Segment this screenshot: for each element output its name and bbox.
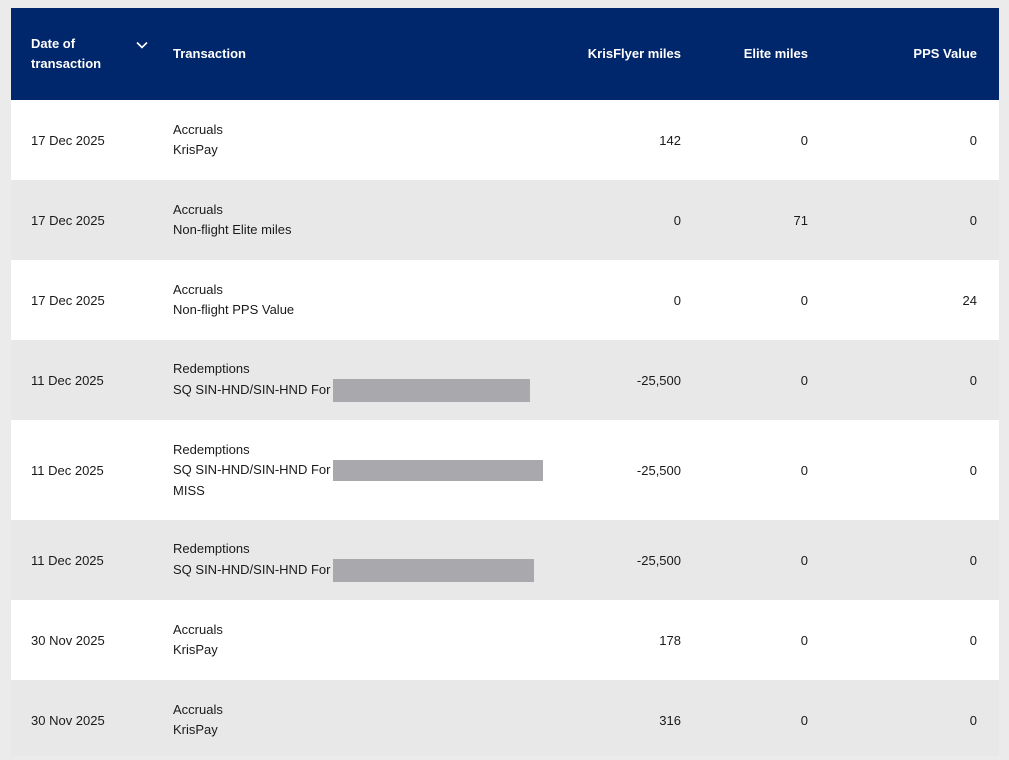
- table-row: 11 Dec 2025 Redemptions SQ SIN-HND/SIN-H…: [11, 340, 999, 420]
- row-pps-value: 0: [969, 552, 977, 568]
- row-elite-miles: 0: [800, 712, 808, 728]
- row-krisflyer-miles: 142: [659, 132, 681, 148]
- table-header: Date of transaction Transaction KrisFlye…: [11, 8, 999, 100]
- row-elite-miles: 0: [800, 462, 808, 478]
- table-row: 17 Dec 2025 Accruals KrisPay 142 0 0: [11, 100, 999, 180]
- row-pps-value: 0: [969, 132, 977, 148]
- row-date: 30 Nov 2025: [31, 632, 105, 648]
- redacted-name-block: [333, 378, 531, 402]
- header-transaction: Transaction: [173, 46, 246, 61]
- row-detail-line: SQ SIN-HND/SIN-HND For: [173, 459, 544, 481]
- row-krisflyer-miles: -25,500: [636, 552, 681, 568]
- row-date: 17 Dec 2025: [31, 212, 105, 228]
- row-pps-value: 0: [969, 212, 977, 228]
- row-transaction: Accruals Non-flight PPS Value: [173, 260, 294, 340]
- redacted-name-block: [333, 558, 535, 582]
- row-elite-miles: 0: [800, 632, 808, 648]
- row-date: 30 Nov 2025: [31, 712, 105, 728]
- row-krisflyer-miles: 178: [659, 632, 681, 648]
- row-type: Accruals: [173, 622, 223, 637]
- row-transaction: Accruals KrisPay: [173, 100, 223, 180]
- table-row: 30 Nov 2025 Accruals KrisPay 316 0 0: [11, 680, 999, 756]
- row-transaction: Accruals KrisPay: [173, 600, 223, 680]
- row-detail: KrisPay: [173, 142, 218, 157]
- row-elite-miles: 0: [800, 132, 808, 148]
- row-krisflyer-miles: -25,500: [636, 462, 681, 478]
- header-date[interactable]: Date of transaction: [31, 8, 121, 100]
- row-detail: KrisPay: [173, 642, 218, 657]
- table-row: 11 Dec 2025 Redemptions SQ SIN-HND/SIN-H…: [11, 420, 999, 520]
- row-detail-line: SQ SIN-HND/SIN-HND For: [173, 378, 531, 402]
- row-elite-miles: 0: [800, 292, 808, 308]
- row-krisflyer-miles: 316: [659, 712, 681, 728]
- chevron-down-icon[interactable]: [135, 38, 149, 52]
- redacted-name-block: [333, 459, 544, 481]
- row-elite-miles: 0: [800, 552, 808, 568]
- row-transaction: Accruals Non-flight Elite miles: [173, 180, 292, 260]
- row-detail-2: MISS: [173, 482, 205, 498]
- row-pps-value: 24: [962, 292, 977, 308]
- row-transaction: Redemptions SQ SIN-HND/SIN-HND For: [173, 520, 535, 600]
- header-pps-value: PPS Value: [913, 46, 977, 61]
- row-detail: KrisPay: [173, 722, 218, 737]
- row-type: Redemptions: [173, 540, 250, 556]
- row-elite-miles: 71: [793, 212, 808, 228]
- table-row: 11 Dec 2025 Redemptions SQ SIN-HND/SIN-H…: [11, 520, 999, 600]
- row-detail: Non-flight Elite miles: [173, 222, 292, 237]
- row-detail: Non-flight PPS Value: [173, 302, 295, 317]
- row-date: 11 Dec 2025: [31, 462, 104, 478]
- row-date: 11 Dec 2025: [31, 372, 104, 388]
- row-krisflyer-miles: 0: [673, 212, 681, 228]
- row-pps-value: 0: [969, 372, 977, 388]
- row-elite-miles: 0: [800, 372, 808, 388]
- row-pps-value: 0: [969, 632, 977, 648]
- header-elite-miles: Elite miles: [743, 46, 808, 61]
- row-type: Accruals: [173, 702, 223, 717]
- row-pps-value: 0: [969, 462, 977, 478]
- row-krisflyer-miles: 0: [673, 292, 681, 308]
- transactions-table: Date of transaction Transaction KrisFlye…: [11, 8, 999, 756]
- row-transaction: Redemptions SQ SIN-HND/SIN-HND For: [173, 340, 531, 420]
- row-date: 11 Dec 2025: [31, 552, 104, 568]
- row-transaction: Redemptions SQ SIN-HND/SIN-HND For MISS: [173, 420, 544, 520]
- table-row: 17 Dec 2025 Accruals Non-flight Elite mi…: [11, 180, 999, 260]
- row-type: Redemptions: [173, 441, 250, 457]
- header-date-line2: transaction: [31, 56, 102, 71]
- row-detail: SQ SIN-HND/SIN-HND For: [173, 562, 331, 577]
- row-type: Accruals: [173, 282, 223, 297]
- row-detail: SQ SIN-HND/SIN-HND For: [173, 382, 331, 397]
- table-row: 17 Dec 2025 Accruals Non-flight PPS Valu…: [11, 260, 999, 340]
- row-transaction: Accruals KrisPay: [173, 680, 223, 760]
- row-detail: SQ SIN-HND/SIN-HND For: [173, 462, 331, 477]
- header-date-line1: Date of: [31, 36, 76, 51]
- row-date: 17 Dec 2025: [31, 292, 105, 308]
- table-row: 30 Nov 2025 Accruals KrisPay 178 0 0: [11, 600, 999, 680]
- row-date: 17 Dec 2025: [31, 132, 105, 148]
- row-type: Redemptions: [173, 360, 250, 376]
- row-krisflyer-miles: -25,500: [636, 372, 681, 388]
- row-type: Accruals: [173, 202, 223, 217]
- row-type: Accruals: [173, 122, 223, 137]
- row-detail-line: SQ SIN-HND/SIN-HND For: [173, 558, 535, 582]
- header-krisflyer-miles: KrisFlyer miles: [587, 46, 681, 61]
- row-pps-value: 0: [969, 712, 977, 728]
